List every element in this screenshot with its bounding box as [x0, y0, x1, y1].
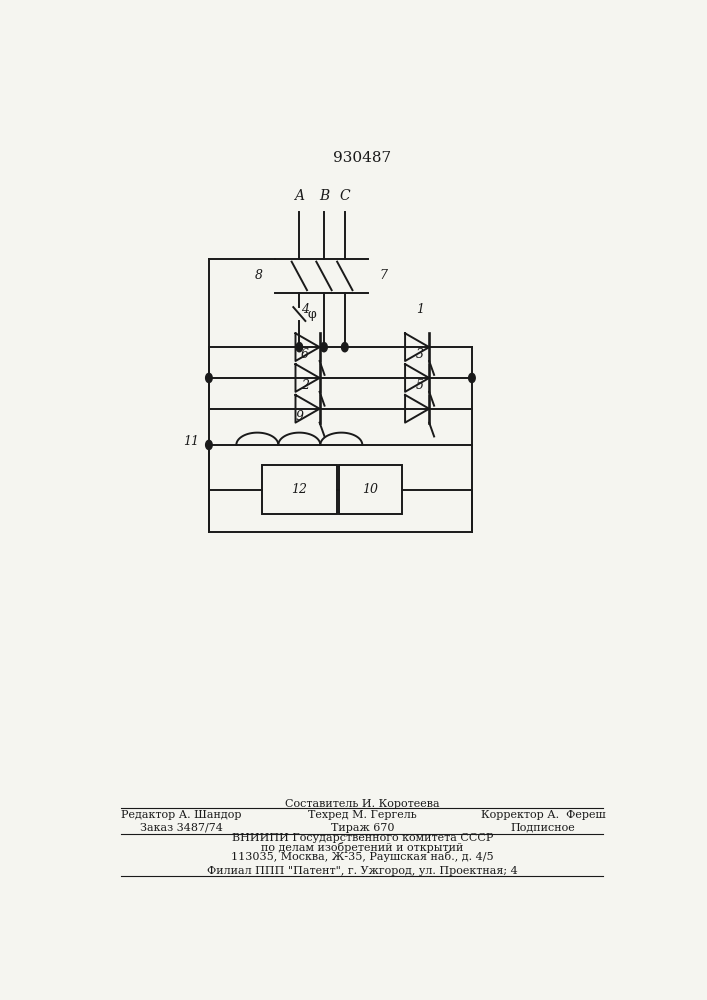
Text: 8: 8 [255, 269, 262, 282]
Text: 12: 12 [291, 483, 308, 496]
Circle shape [206, 373, 212, 383]
Text: 9: 9 [296, 410, 303, 423]
Text: по делам изобретений и открытий: по делам изобретений и открытий [261, 842, 464, 853]
Circle shape [206, 440, 212, 450]
Text: 113035, Москва, Ж-35, Раушская наб., д. 4/5: 113035, Москва, Ж-35, Раушская наб., д. … [231, 851, 493, 862]
Circle shape [296, 343, 303, 352]
Circle shape [341, 343, 348, 352]
Circle shape [469, 373, 475, 383]
Circle shape [321, 343, 327, 352]
Text: B: B [319, 189, 329, 203]
Text: Тираж 670: Тираж 670 [331, 823, 394, 833]
Text: Подписное: Подписное [510, 823, 575, 833]
Text: Филиал ППП "Патент", г. Ужгород, ул. Проектная; 4: Филиал ППП "Патент", г. Ужгород, ул. Про… [207, 866, 518, 876]
Text: Заказ 3487/74: Заказ 3487/74 [140, 823, 223, 833]
Text: 5: 5 [416, 379, 424, 392]
Text: 7: 7 [380, 269, 388, 282]
Text: Редактор А. Шандор: Редактор А. Шандор [122, 810, 242, 820]
Text: Техред М. Гергель: Техред М. Гергель [308, 810, 416, 820]
Text: Составитель И. Коротеева: Составитель И. Коротеева [285, 799, 440, 809]
Text: φ: φ [308, 308, 316, 321]
Text: 2: 2 [300, 379, 309, 392]
Text: ВНИИПИ Государственного комитета СССР: ВНИИПИ Государственного комитета СССР [232, 833, 493, 843]
Text: 1: 1 [416, 303, 424, 316]
Bar [339, 465, 402, 514]
Text: 10: 10 [363, 483, 378, 496]
Text: C: C [339, 189, 350, 203]
Text: 930487: 930487 [333, 151, 392, 165]
Bar [262, 465, 337, 514]
Text: 11: 11 [183, 435, 199, 448]
Text: A: A [294, 189, 304, 203]
Text: Корректор А.  Фереш: Корректор А. Фереш [481, 810, 605, 820]
Text: 6: 6 [300, 348, 309, 361]
Text: 3: 3 [416, 348, 424, 361]
Text: 4: 4 [300, 303, 309, 316]
